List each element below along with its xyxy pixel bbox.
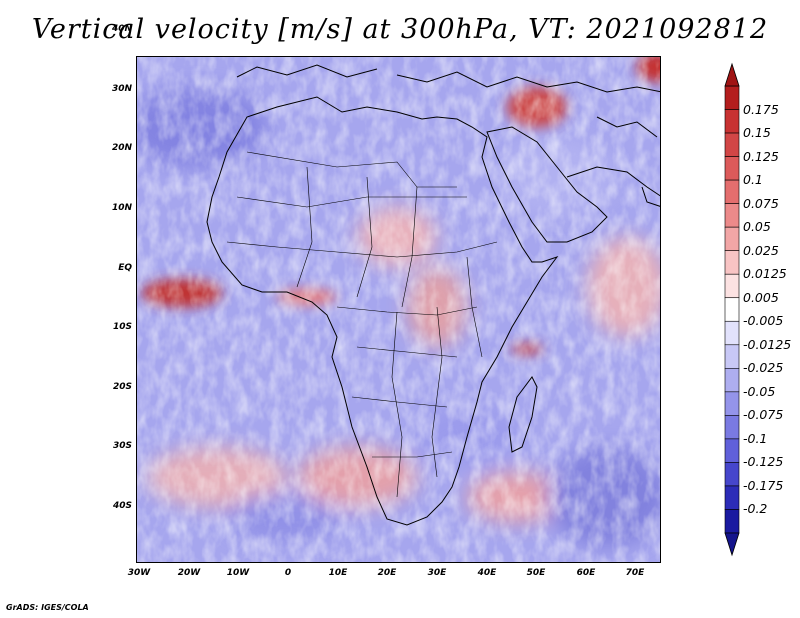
colorbar-label: -0.125	[743, 454, 784, 470]
lat-tick-label: 10N	[111, 203, 132, 213]
lat-tick-label: 30S	[112, 441, 132, 451]
lat-tick-label: 20N	[111, 143, 132, 153]
colorbar-swatch	[724, 273, 740, 299]
lat-tick-label: 10S	[112, 322, 132, 332]
colorbar-swatch	[724, 156, 740, 181]
lon-tick-label: 20E	[377, 568, 397, 578]
colorbar-label: -0.05	[743, 383, 776, 399]
lon-tick-label: 10W	[226, 568, 250, 578]
lat-tick-label: 40N	[111, 24, 132, 34]
colorbar-swatch	[724, 344, 740, 369]
colorbar-label: -0.0125	[743, 336, 792, 352]
colorbar-label: 0.1	[743, 172, 763, 188]
colorbar-swatch	[724, 368, 740, 393]
colorbar-swatch	[724, 179, 740, 204]
colorbar-swatch	[724, 509, 740, 534]
lat-tick-label: 30N	[111, 84, 132, 94]
colorbar-label: 0.05	[743, 219, 771, 235]
lat-tick-label: EQ	[118, 263, 132, 273]
colorbar-label: -0.1	[743, 430, 768, 446]
colorbar-swatch	[724, 203, 740, 228]
colorbar-label: 0.125	[743, 148, 779, 164]
colorbar	[724, 62, 740, 557]
triangle-up-icon	[724, 62, 740, 87]
colorbar-swatch	[724, 85, 740, 110]
page-title: Vertical velocity [m/s] at 300hPa, VT: 2…	[31, 14, 769, 45]
colorbar-label: 0.175	[743, 101, 779, 117]
colorbar-swatch	[724, 438, 740, 463]
lon-tick-label: 50E	[526, 568, 546, 578]
colorbar-label: 0.005	[743, 289, 779, 305]
colorbar-label: 0.0125	[743, 266, 787, 282]
lon-tick-label: 20W	[177, 568, 201, 578]
colorbar-swatch	[724, 132, 740, 157]
map-panel	[136, 56, 661, 563]
colorbar-swatch	[724, 320, 740, 346]
coastlines	[206, 64, 660, 526]
velocity-field-map	[137, 57, 660, 562]
lon-tick-label: 0	[284, 568, 292, 578]
colorbar-label: 0.15	[743, 125, 771, 141]
credit-text: GrADS: IGES/COLA	[6, 603, 89, 612]
colorbar-label: 0.075	[743, 195, 779, 211]
colorbar-swatch	[724, 250, 740, 275]
colorbar-swatch	[724, 226, 740, 251]
lon-tick-label: 70E	[625, 568, 645, 578]
lon-tick-label: 40E	[477, 568, 497, 578]
colorbar-label: -0.2	[743, 501, 768, 517]
colorbar-swatch	[724, 415, 740, 440]
lon-tick-label: 60E	[576, 568, 596, 578]
colorbar-label: -0.075	[743, 407, 784, 423]
triangle-down-icon	[724, 532, 740, 557]
colorbar-swatch	[724, 485, 740, 510]
colorbar-label: 0.025	[743, 242, 779, 258]
lon-tick-label: 30W	[127, 568, 151, 578]
lat-tick-label: 20S	[112, 382, 132, 392]
colorbar-label: -0.025	[743, 360, 784, 376]
colorbar-swatch	[724, 109, 740, 134]
colorbar-swatch	[724, 462, 740, 487]
lon-tick-label: 10E	[328, 568, 348, 578]
lat-tick-label: 40S	[112, 501, 132, 511]
lon-tick-label: 30E	[427, 568, 447, 578]
colorbar-label: -0.175	[743, 477, 784, 493]
colorbar-swatch	[724, 391, 740, 416]
colorbar-swatch	[724, 297, 740, 322]
colorbar-label: -0.005	[743, 313, 784, 329]
country-borders	[226, 151, 498, 498]
